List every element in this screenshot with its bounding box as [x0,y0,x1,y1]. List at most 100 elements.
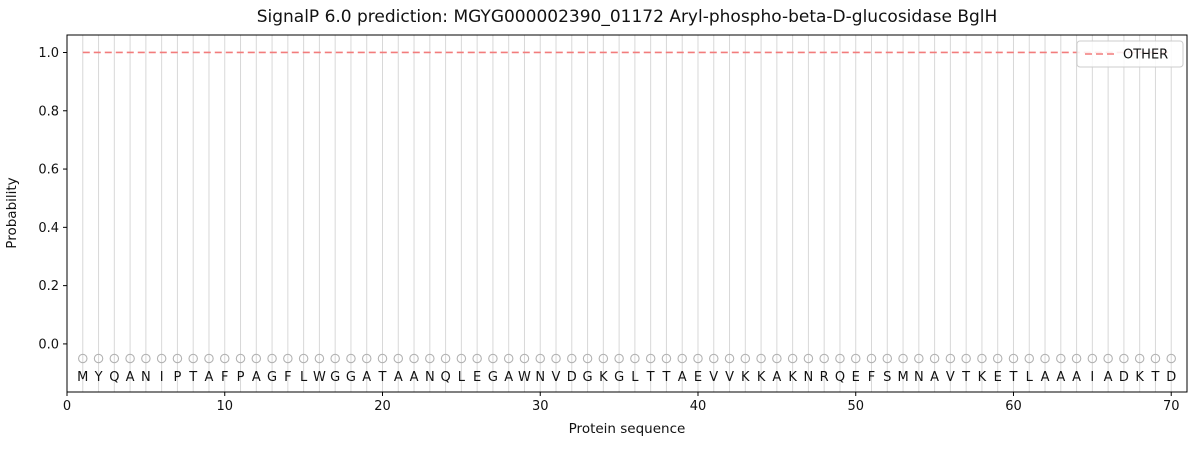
residue-letter: K [1135,370,1144,385]
x-tick-label: 60 [1005,399,1022,414]
x-axis-label: Protein sequence [569,421,686,437]
residue-marker [472,353,482,364]
residue-marker [819,353,829,364]
residue-marker [614,353,624,364]
residue-marker [1103,353,1113,364]
x-tick-label: 50 [847,399,864,414]
x-tick-label: 0 [63,399,71,414]
legend: OTHER [1076,40,1184,68]
residue-letter: A [1041,370,1050,385]
residue-letter: Q [835,370,845,385]
residue-letter: A [772,370,781,385]
residue-letter: A [205,370,214,385]
residue-letter: V [946,370,955,385]
residue-letter: A [126,370,135,385]
plot-frame [66,34,1188,393]
residue-marker [1150,353,1161,364]
residue-letter: A [394,370,403,385]
y-tick-label: 0.2 [38,279,59,294]
legend-other-label: OTHER [1123,48,1168,63]
residue-marker [503,353,514,364]
residue-letter: T [961,370,970,385]
x-tick-label: 10 [216,399,233,414]
residue-letter: G [614,370,624,385]
x-tick-label: 30 [532,399,549,414]
residue-letter: P [237,370,245,385]
residue-letter: T [378,370,387,385]
residue-letter: G [267,370,277,385]
residue-letter: L [300,370,308,385]
residue-marker [787,353,798,364]
x-tick-label: 20 [374,399,391,414]
residue-letter: N [141,370,151,385]
residue-marker [551,353,561,364]
residue-letter: A [504,370,513,385]
residue-marker [803,353,814,364]
residue-letter: M [77,370,88,385]
x-tick-label: 70 [1163,399,1180,414]
y-tick-label: 0.4 [38,221,59,236]
residue-marker [1166,353,1176,364]
residue-marker [125,353,135,364]
residue-letter: A [930,370,939,385]
residue-marker [346,353,356,364]
residue-letter: M [897,370,908,385]
residue-marker [425,353,435,364]
residue-letter: I [1090,370,1094,385]
residue-marker [740,353,751,364]
residue-letter: F [221,370,228,385]
residue-letter: G [583,370,593,385]
residue-letter: T [646,370,655,385]
residue-marker [283,353,293,364]
residue-letter: K [788,370,797,385]
residue-letter: L [1026,370,1034,385]
chart-title: SignalP 6.0 prediction: MGYG000002390_01… [257,7,998,27]
residue-letter: T [188,370,197,385]
residue-marker [582,353,593,364]
residue-letter: S [883,370,891,385]
x-tick-label: 40 [690,399,707,414]
residue-marker [677,353,687,364]
residue-letter: G [346,370,356,385]
residue-marker [866,353,877,364]
residue-marker [93,353,104,364]
residue-marker [835,353,845,364]
residue-marker [961,353,971,364]
residue-marker [235,353,246,364]
residue-marker [156,353,167,364]
residue-marker [330,353,340,364]
residue-letter: E [994,370,1002,385]
residue-marker [1134,353,1145,364]
residue-letter: I [160,370,164,385]
residue-marker [772,353,782,364]
residue-letter: Y [94,370,103,385]
residue-marker [992,353,1003,364]
residue-marker [724,353,735,364]
residue-letter: E [473,370,481,385]
residue-marker [141,353,151,364]
residue-marker [945,353,956,364]
residue-letter: G [330,370,340,385]
residue-marker [850,353,861,364]
residue-letter: A [1072,370,1081,385]
residue-marker [1056,353,1066,364]
residue-marker [1087,353,1098,364]
residue-marker [977,353,987,364]
residue-letter: A [362,370,371,385]
residue-marker-layer [78,353,1176,364]
residue-marker [882,353,893,364]
residue-letter: K [599,370,608,385]
residue-letter: L [631,370,639,385]
residue-letter: A [1104,370,1113,385]
residue-marker [1071,353,1082,364]
residue-marker [1024,353,1035,364]
residue-marker [456,353,467,364]
residue-letter: V [709,370,718,385]
residue-letter: D [567,370,577,385]
residue-letter: A [252,370,261,385]
residue-marker [567,353,577,364]
residue-marker [693,353,703,364]
